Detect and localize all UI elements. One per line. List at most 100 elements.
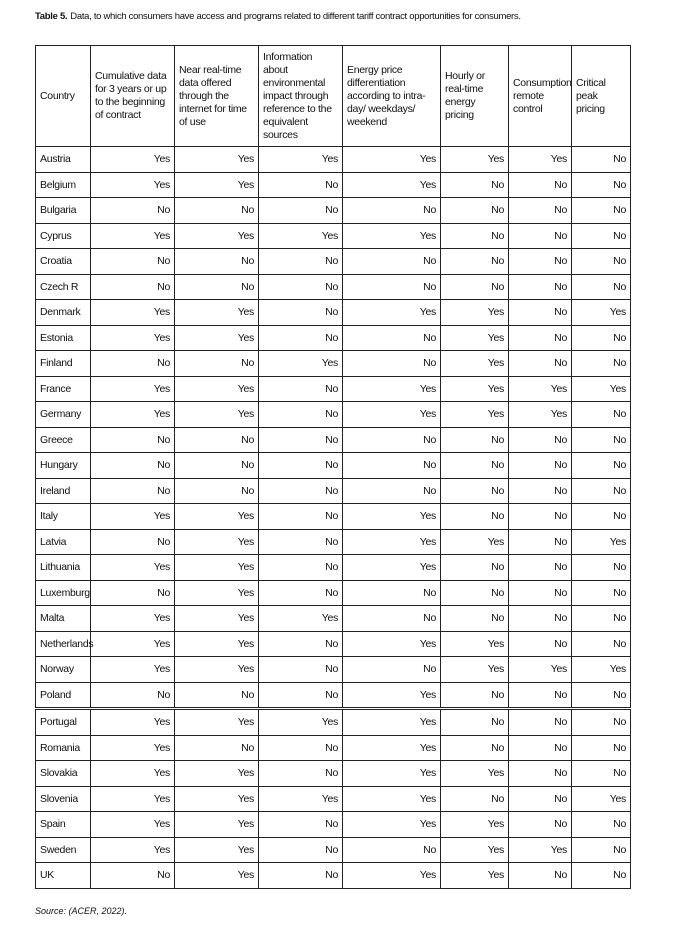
country-cell: Belgium <box>35 171 91 198</box>
value-cell: No <box>571 350 631 377</box>
value-cell: Yes <box>258 605 343 632</box>
value-cell: No <box>342 836 441 863</box>
value-cell: No <box>90 197 175 224</box>
value-cell: No <box>571 146 631 173</box>
value-cell: Yes <box>342 171 441 198</box>
table-row: Croatia No No No No No No No <box>35 248 631 275</box>
value-cell: No <box>440 503 509 530</box>
table-row: Denmark Yes Yes No Yes Yes No Yes <box>35 299 631 326</box>
value-cell: No <box>508 503 572 530</box>
value-cell: No <box>440 734 509 761</box>
value-cell: Yes <box>174 630 259 657</box>
value-cell: Yes <box>571 299 631 326</box>
column-header: Information about environmental impact t… <box>258 45 343 147</box>
value-cell: Yes <box>90 324 175 351</box>
value-cell: Yes <box>571 785 631 812</box>
value-cell: No <box>258 681 343 709</box>
value-cell: No <box>440 681 509 709</box>
value-cell: No <box>571 401 631 428</box>
table-row: Italy Yes Yes No Yes No No No <box>35 503 631 530</box>
table-row: Spain Yes Yes No Yes Yes No No <box>35 811 631 838</box>
value-cell: No <box>508 426 572 453</box>
value-cell: Yes <box>440 324 509 351</box>
table-row: Germany Yes Yes No Yes Yes Yes No <box>35 401 631 428</box>
country-cell: Greece <box>35 426 91 453</box>
value-cell: No <box>440 579 509 606</box>
value-cell: No <box>258 656 343 683</box>
country-cell: Germany <box>35 401 91 428</box>
table-row: Luxemburg No Yes No No No No No <box>35 579 631 606</box>
value-cell: Yes <box>90 375 175 402</box>
table-row: Cyprus Yes Yes Yes Yes No No No <box>35 222 631 249</box>
value-cell: No <box>90 426 175 453</box>
data-table: Country Cumulative data for 3 years or up… <box>35 45 631 889</box>
table-row: Poland No No No Yes No No No <box>35 681 631 709</box>
country-cell: France <box>35 375 91 402</box>
column-header: Country <box>35 45 91 147</box>
value-cell: Yes <box>342 760 441 787</box>
value-cell: No <box>571 477 631 504</box>
value-cell: No <box>90 862 175 889</box>
table-row: Ireland No No No No No No No <box>35 477 631 504</box>
title-text: Data, to which consumers have access and… <box>70 11 521 22</box>
value-cell: Yes <box>342 734 441 761</box>
value-cell: Yes <box>90 836 175 863</box>
value-cell: No <box>440 452 509 479</box>
value-cell: Yes <box>174 146 259 173</box>
table-row: UK No Yes No Yes Yes No No <box>35 862 631 889</box>
value-cell: No <box>571 222 631 249</box>
country-cell: UK <box>35 862 91 889</box>
value-cell: Yes <box>174 171 259 198</box>
value-cell: Yes <box>508 836 572 863</box>
value-cell: Yes <box>440 375 509 402</box>
value-cell: No <box>508 324 572 351</box>
value-cell: Yes <box>342 630 441 657</box>
value-cell: No <box>508 554 572 581</box>
value-cell: Yes <box>342 811 441 838</box>
value-cell: Yes <box>174 375 259 402</box>
value-cell: No <box>508 760 572 787</box>
country-cell: Austria <box>35 146 91 173</box>
value-cell: No <box>342 197 441 224</box>
value-cell: Yes <box>174 579 259 606</box>
value-cell: Yes <box>174 503 259 530</box>
value-cell: Yes <box>258 707 343 736</box>
table-row: Malta Yes Yes Yes No No No No <box>35 605 631 632</box>
value-cell: Yes <box>342 401 441 428</box>
value-cell: Yes <box>342 681 441 709</box>
value-cell: No <box>258 836 343 863</box>
value-cell: Yes <box>90 656 175 683</box>
value-cell: Yes <box>174 528 259 555</box>
value-cell: Yes <box>174 554 259 581</box>
value-cell: Yes <box>508 375 572 402</box>
value-cell: No <box>440 197 509 224</box>
country-cell: Malta <box>35 605 91 632</box>
value-cell: No <box>508 707 572 736</box>
value-cell: Yes <box>90 734 175 761</box>
value-cell: No <box>258 862 343 889</box>
value-cell: Yes <box>342 503 441 530</box>
value-cell: No <box>174 452 259 479</box>
value-cell: No <box>440 785 509 812</box>
value-cell: Yes <box>90 785 175 812</box>
value-cell: Yes <box>90 299 175 326</box>
country-cell: Finland <box>35 350 91 377</box>
value-cell: No <box>571 248 631 275</box>
value-cell: No <box>571 171 631 198</box>
value-cell: No <box>258 426 343 453</box>
value-cell: No <box>571 811 631 838</box>
country-cell: Luxemburg <box>35 579 91 606</box>
value-cell: No <box>508 171 572 198</box>
value-cell: No <box>342 273 441 300</box>
value-cell: Yes <box>258 222 343 249</box>
country-cell: Latvia <box>35 528 91 555</box>
value-cell: No <box>440 605 509 632</box>
value-cell: No <box>571 630 631 657</box>
value-cell: No <box>508 477 572 504</box>
table-row: Latvia No Yes No Yes Yes No Yes <box>35 528 631 555</box>
value-cell: Yes <box>440 630 509 657</box>
value-cell: Yes <box>342 554 441 581</box>
value-cell: No <box>508 528 572 555</box>
country-cell: Netherlands <box>35 630 94 657</box>
